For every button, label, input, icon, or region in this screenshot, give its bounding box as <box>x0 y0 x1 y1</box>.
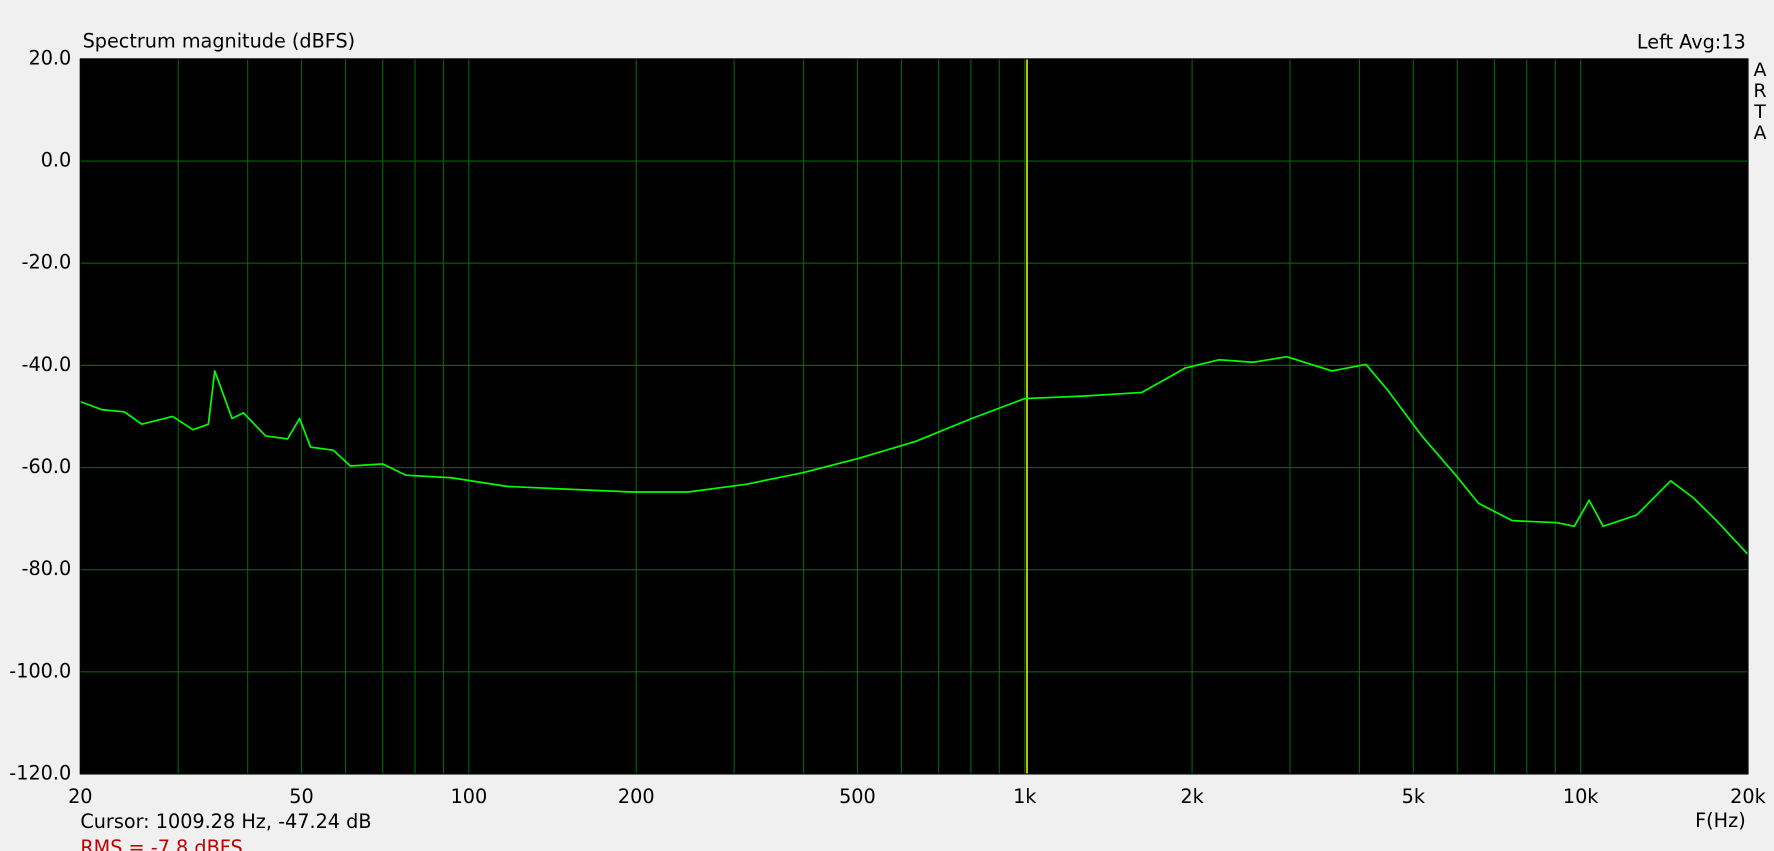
cursor-readout: Cursor: 1009.28 Hz, -47.24 dB <box>80 810 371 833</box>
x-tick-label: 50 <box>289 785 313 808</box>
y-tick-label: 0.0 <box>41 149 72 172</box>
plot-border <box>79 58 1749 775</box>
x-tick-label: 200 <box>618 785 655 808</box>
x-axis-label: F(Hz) <box>1695 809 1746 832</box>
brand: ARTA <box>1753 59 1767 144</box>
chart-title: Spectrum magnitude (dBFS) <box>83 29 356 52</box>
y-tick-label: -60.0 <box>22 455 72 478</box>
rms-readout: RMS = -7.8 dBFS <box>80 836 242 851</box>
x-tick-label: 2k <box>1180 785 1204 808</box>
y-tick-label: -20.0 <box>22 251 72 274</box>
x-tick-label: 5k <box>1402 785 1426 808</box>
y-tick-label: -100.0 <box>9 659 71 682</box>
x-tick-label: 20 <box>68 785 92 808</box>
y-tick-label: 20.0 <box>28 46 71 69</box>
y-tick-label: -40.0 <box>22 353 72 376</box>
x-tick-label: 100 <box>451 785 488 808</box>
plot-area <box>80 58 1748 774</box>
spectrum-line <box>80 355 1749 555</box>
x-tick-label: 500 <box>839 785 876 808</box>
y-tick-label: -120.0 <box>9 761 71 784</box>
x-tick-label: 1k <box>1013 785 1037 808</box>
y-tick-label: -80.0 <box>22 557 72 580</box>
channel-label: Left Avg:13 <box>1637 31 1746 54</box>
x-tick-label: 10k <box>1563 785 1599 808</box>
x-tick-label: 20k <box>1730 785 1766 808</box>
